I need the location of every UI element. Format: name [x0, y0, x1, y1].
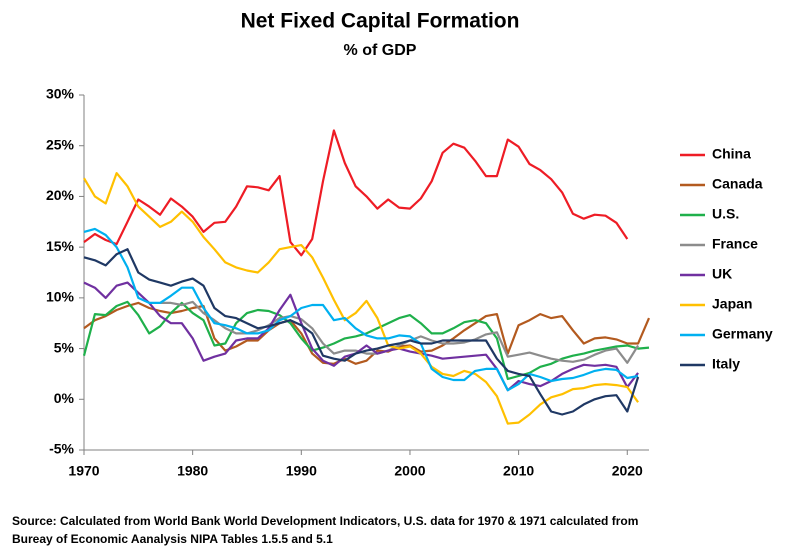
x-tick-label: 2020 — [612, 463, 643, 479]
y-tick-label: 15% — [46, 238, 75, 254]
y-tick-label: 20% — [46, 187, 75, 203]
x-tick-label: 1980 — [177, 463, 208, 479]
y-tick-label: 10% — [46, 289, 75, 305]
x-tick-label: 2000 — [394, 463, 425, 479]
legend-label: Italy — [712, 356, 740, 372]
chart-title: Net Fixed Capital Formation — [241, 10, 520, 33]
legend-label: UK — [712, 266, 732, 282]
y-tick-label: 30% — [46, 86, 75, 102]
x-tick-label: 2010 — [503, 463, 534, 479]
series-line — [83, 301, 651, 365]
series-line — [160, 300, 640, 364]
y-tick-label: 5% — [54, 339, 75, 355]
x-tick-label: 1970 — [68, 463, 99, 479]
legend-label: China — [712, 146, 751, 162]
series-line — [83, 129, 629, 257]
series-line — [83, 248, 640, 416]
y-tick-label: 25% — [46, 136, 75, 152]
series-line — [83, 281, 639, 392]
series-line — [83, 227, 639, 392]
x-tick-label: 1990 — [286, 463, 317, 479]
y-tick-label: -5% — [49, 441, 74, 457]
series-line — [82, 300, 650, 381]
legend-label: U.S. — [712, 206, 739, 222]
legend-label: France — [712, 236, 758, 252]
legend-label: Germany — [712, 326, 773, 342]
y-tick-label: 0% — [54, 390, 75, 406]
chart-subtitle: % of GDP — [344, 42, 417, 59]
source-note: Source: Calculated from World Bank World… — [12, 514, 638, 528]
source-note: Bureay of Economic Aanalysis NIPA Tables… — [12, 532, 333, 546]
legend-label: Japan — [712, 296, 752, 312]
legend-label: Canada — [712, 176, 763, 192]
